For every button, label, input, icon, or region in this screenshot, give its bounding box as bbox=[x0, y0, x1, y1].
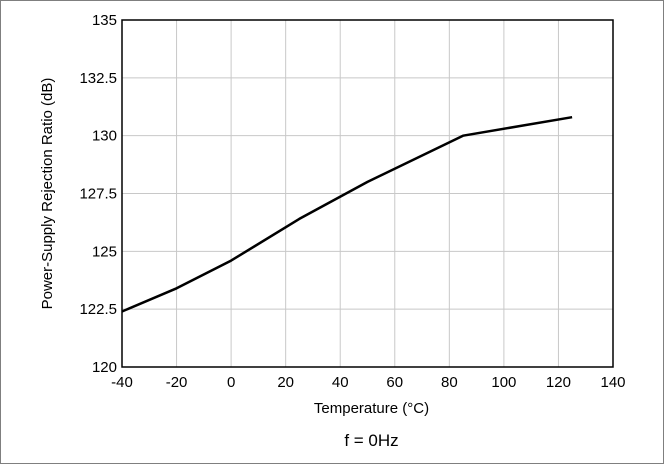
x-axis-title: Temperature (°C) bbox=[314, 400, 429, 417]
grid bbox=[122, 20, 613, 367]
x-tick-label: 0 bbox=[227, 374, 235, 391]
y-tick-label: 127.5 bbox=[79, 186, 117, 203]
frequency-caption: f = 0Hz bbox=[344, 431, 398, 450]
x-tick-label: 20 bbox=[277, 374, 294, 391]
x-tick-label: -40 bbox=[111, 374, 133, 391]
y-tick-label: 122.5 bbox=[79, 301, 117, 318]
x-tick-label: -20 bbox=[166, 374, 188, 391]
y-tick-label: 125 bbox=[92, 243, 117, 260]
x-tick-label: 120 bbox=[546, 374, 571, 391]
x-tick-label: 100 bbox=[491, 374, 516, 391]
y-axis-title: Power-Supply Rejection Ratio (dB) bbox=[39, 78, 56, 310]
tick-labels: -40 -20 0 20 40 60 80 100 120 140 120 122.5 125 127.5… bbox=[79, 12, 625, 391]
psrr-series-line bbox=[121, 115, 573, 313]
y-tick-label: 132.5 bbox=[79, 70, 117, 87]
x-tick-label: 60 bbox=[386, 374, 403, 391]
x-tick-label: 40 bbox=[332, 374, 349, 391]
plot-area-border bbox=[121, 19, 614, 368]
y-tick-label: 120 bbox=[92, 359, 117, 376]
x-tick-label: 140 bbox=[600, 374, 625, 391]
y-tick-label: 130 bbox=[92, 128, 117, 145]
y-tick-label: 135 bbox=[92, 12, 117, 29]
x-tick-label: 80 bbox=[441, 374, 458, 391]
